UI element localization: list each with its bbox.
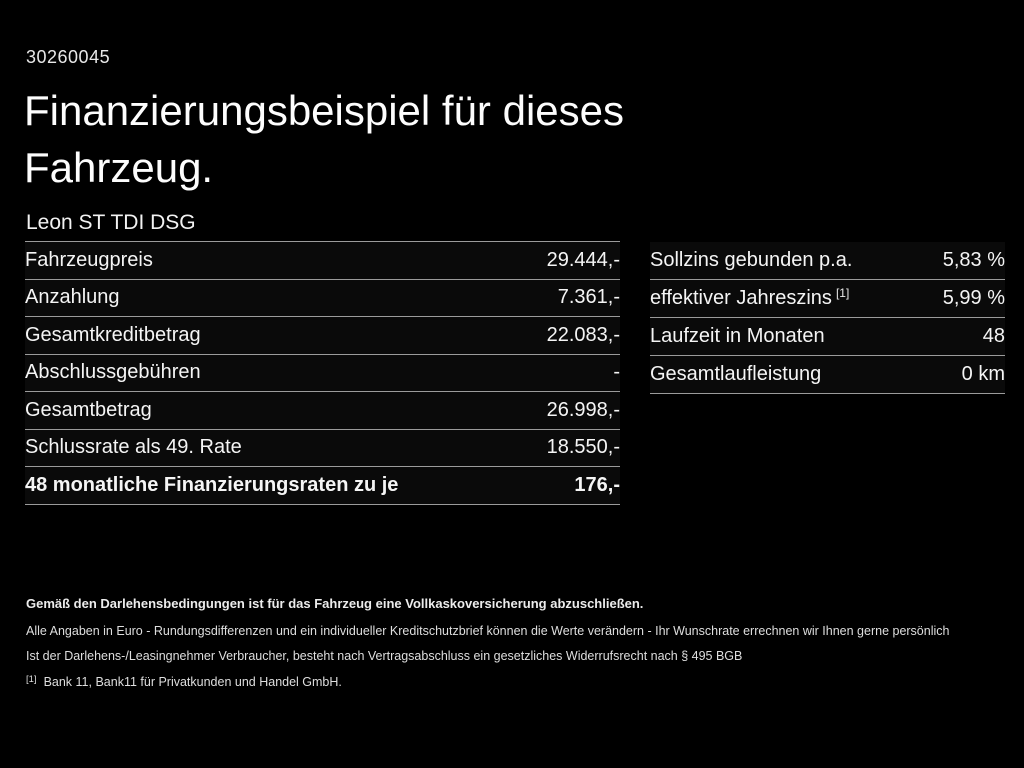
row-value: - bbox=[613, 361, 620, 384]
table-row-monthly-rate: 48 monatliche Finanzierungsraten zu je 1… bbox=[25, 467, 620, 505]
row-value: 29.444,- bbox=[546, 248, 620, 271]
table-row: Laufzeit in Monaten 48 bbox=[650, 317, 1005, 356]
insurance-note: Gemäß den Darlehensbedingungen ist für d… bbox=[26, 596, 644, 611]
footnote-text: Bank 11, Bank11 für Privatkunden und Han… bbox=[43, 675, 342, 689]
row-value: 0 km bbox=[961, 362, 1005, 385]
row-value: 7.361,- bbox=[557, 286, 620, 309]
row-value: 5,99 % bbox=[942, 286, 1005, 309]
disclaimer-line2: Ist der Darlehens-/Leasingnehmer Verbrau… bbox=[26, 649, 743, 663]
row-value: 176,- bbox=[574, 473, 620, 496]
row-label: 48 monatliche Finanzierungsraten zu je bbox=[25, 473, 399, 496]
legal-footer: Gemäß den Darlehensbedingungen ist für d… bbox=[26, 596, 991, 689]
table-row: Sollzins gebunden p.a. 5,83 % bbox=[650, 242, 1005, 280]
row-label: Abschlussgebühren bbox=[25, 361, 201, 384]
row-label: Laufzeit in Monaten bbox=[650, 324, 825, 347]
table-row: Fahrzeugpreis 29.444,- bbox=[25, 242, 620, 280]
row-value: 5,83 % bbox=[942, 248, 1005, 271]
listing-id: 30260045 bbox=[26, 47, 111, 67]
row-label: effektiver Jahreszins [1] bbox=[650, 286, 849, 310]
row-label: Anzahlung bbox=[25, 286, 120, 309]
row-value: 22.083,- bbox=[546, 323, 620, 346]
footnote-marker: [1] bbox=[26, 674, 37, 685]
row-value: 26.998,- bbox=[546, 398, 620, 421]
table-row: Gesamtbetrag 26.998,- bbox=[25, 392, 620, 430]
table-row: Gesamtkreditbetrag 22.083,- bbox=[25, 317, 620, 355]
table-row: Schlussrate als 49. Rate 18.550,- bbox=[25, 429, 620, 467]
table-row: Anzahlung 7.361,- bbox=[25, 279, 620, 317]
table-row: Abschlussgebühren - bbox=[25, 354, 620, 392]
row-value: 18.550,- bbox=[546, 436, 620, 459]
row-label: Schlussrate als 49. Rate bbox=[25, 436, 242, 459]
row-label: Sollzins gebunden p.a. bbox=[650, 248, 853, 271]
row-label: Gesamtlaufleistung bbox=[650, 362, 822, 385]
page-title: Finanzierungsbeispiel für dieses Fahrzeu… bbox=[24, 82, 624, 196]
row-label: Gesamtbetrag bbox=[25, 398, 152, 421]
footnote-reference: [1] bbox=[835, 286, 850, 301]
disclaimer-line1: Alle Angaben in Euro - Rundungsdifferenz… bbox=[26, 624, 950, 638]
page-title-line2: Fahrzeug. bbox=[24, 144, 214, 191]
row-label: Fahrzeugpreis bbox=[25, 248, 153, 271]
footnote: [1] Bank 11, Bank11 für Privatkunden und … bbox=[26, 674, 991, 689]
table-row: effektiver Jahreszins [1] 5,99 % bbox=[650, 279, 1005, 318]
row-label: Gesamtkreditbetrag bbox=[25, 323, 201, 346]
terms-table: Sollzins gebunden p.a. 5,83 % effektiver… bbox=[650, 242, 1005, 394]
vehicle-model: Leon ST TDI DSG bbox=[26, 211, 196, 234]
table-row: Gesamtlaufleistung 0 km bbox=[650, 355, 1005, 394]
row-label-text: effektiver Jahreszins bbox=[650, 287, 832, 310]
financing-table: Fahrzeugpreis 29.444,- Anzahlung 7.361,-… bbox=[25, 241, 620, 505]
page-title-line1: Finanzierungsbeispiel für dieses bbox=[24, 87, 624, 134]
row-value: 48 bbox=[982, 324, 1005, 347]
